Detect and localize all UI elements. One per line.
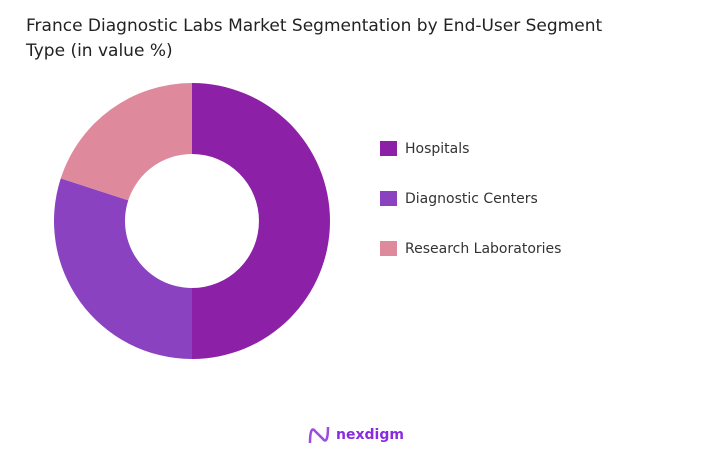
donut-slice-diagnostic-centers (53, 178, 193, 359)
legend-swatch (380, 141, 397, 156)
legend-item-research-laboratories: Research Laboratories (380, 236, 561, 261)
legend-swatch (380, 241, 397, 256)
legend: Hospitals Diagnostic Centers Research La… (380, 136, 561, 286)
nexdigm-logo: nexdigm (308, 425, 404, 445)
legend-label: Research Laboratories (405, 240, 562, 257)
legend-item-diagnostic-centers: Diagnostic Centers (380, 186, 561, 211)
legend-label: Diagnostic Centers (405, 190, 538, 207)
nexdigm-logo-icon (308, 426, 330, 444)
legend-label: Hospitals (405, 140, 470, 157)
legend-item-hospitals: Hospitals (380, 136, 561, 161)
legend-swatch (380, 191, 397, 206)
donut-slice-hospitals (192, 83, 330, 359)
brand-name: nexdigm (336, 427, 404, 443)
chart-title: France Diagnostic Labs Market Segmentati… (26, 16, 603, 61)
donut-slice-research-laboratories (60, 83, 193, 201)
